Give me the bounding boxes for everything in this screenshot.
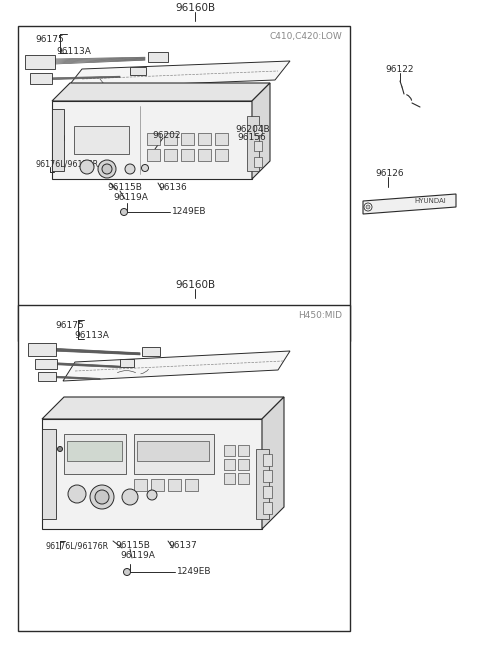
Polygon shape	[63, 351, 290, 381]
Bar	[181, 149, 194, 161]
Bar	[181, 133, 194, 145]
Text: 96137: 96137	[168, 540, 197, 550]
Text: H450:MID: H450:MID	[298, 311, 342, 320]
Bar	[263, 486, 272, 498]
Bar	[67, 441, 122, 461]
Bar	[30, 73, 52, 84]
Polygon shape	[67, 61, 290, 88]
Bar	[263, 470, 272, 482]
Polygon shape	[52, 83, 270, 101]
Bar	[130, 67, 146, 75]
Circle shape	[122, 489, 138, 505]
Bar	[256, 449, 269, 519]
Text: 96202: 96202	[152, 130, 180, 140]
Bar	[224, 445, 235, 456]
Text: 96113A: 96113A	[56, 47, 91, 55]
Bar	[164, 149, 177, 161]
Polygon shape	[262, 397, 284, 529]
Bar	[137, 441, 209, 461]
Bar	[198, 133, 211, 145]
Circle shape	[98, 160, 116, 178]
Text: 1249EB: 1249EB	[172, 208, 206, 217]
Polygon shape	[42, 419, 262, 529]
Bar	[18, 305, 350, 631]
Text: 96176L/96176R: 96176L/96176R	[45, 542, 108, 550]
Polygon shape	[42, 397, 284, 419]
Text: 96175: 96175	[55, 320, 84, 330]
Circle shape	[366, 205, 370, 209]
Bar	[38, 372, 56, 381]
Bar	[224, 459, 235, 470]
Text: 96126: 96126	[375, 169, 404, 177]
Text: 96176L/96176R: 96176L/96176R	[35, 159, 98, 169]
Bar	[134, 434, 214, 474]
Bar	[148, 52, 168, 62]
Circle shape	[102, 164, 112, 174]
Bar	[28, 343, 56, 356]
Circle shape	[364, 203, 372, 211]
Bar	[164, 133, 177, 145]
Text: C410,C420:LOW: C410,C420:LOW	[269, 32, 342, 41]
Bar	[215, 133, 228, 145]
Bar	[185, 479, 198, 491]
Circle shape	[68, 485, 86, 503]
Bar	[147, 149, 160, 161]
Circle shape	[95, 490, 109, 504]
Text: 96119A: 96119A	[113, 192, 148, 202]
Text: HYUNDAI: HYUNDAI	[414, 198, 446, 204]
Text: 96160B: 96160B	[175, 3, 215, 13]
Bar	[142, 347, 160, 356]
Bar	[134, 479, 147, 491]
Bar	[18, 26, 350, 341]
Circle shape	[90, 485, 114, 509]
Circle shape	[142, 165, 148, 171]
Bar	[151, 479, 164, 491]
Text: 96136: 96136	[158, 183, 187, 192]
Bar	[198, 149, 211, 161]
Bar	[263, 502, 272, 514]
Bar	[147, 133, 160, 145]
Bar	[263, 454, 272, 466]
Text: 96119A: 96119A	[120, 550, 155, 559]
Bar	[238, 445, 249, 456]
Polygon shape	[363, 194, 456, 214]
Circle shape	[58, 447, 62, 451]
Bar	[168, 479, 181, 491]
Circle shape	[123, 569, 131, 575]
Bar	[52, 109, 64, 171]
Bar	[64, 434, 126, 474]
Text: 1249EB: 1249EB	[177, 567, 212, 577]
Circle shape	[125, 164, 135, 174]
Polygon shape	[252, 83, 270, 179]
Bar	[238, 473, 249, 484]
Bar	[35, 359, 57, 369]
Text: 96160B: 96160B	[175, 280, 215, 290]
Bar	[25, 55, 55, 69]
Text: 96115B: 96115B	[115, 540, 150, 550]
Bar	[238, 459, 249, 470]
Text: 96113A: 96113A	[74, 331, 109, 341]
Bar	[215, 149, 228, 161]
Bar	[120, 359, 134, 367]
Text: 96115B: 96115B	[107, 183, 142, 192]
Polygon shape	[52, 101, 252, 179]
Circle shape	[147, 490, 157, 500]
Text: 96175: 96175	[35, 34, 64, 43]
Bar	[224, 473, 235, 484]
Circle shape	[120, 208, 128, 215]
Bar	[254, 141, 262, 151]
Bar	[42, 429, 56, 519]
Text: 96156: 96156	[237, 134, 266, 142]
Text: 96122: 96122	[385, 65, 413, 74]
Bar	[247, 116, 259, 171]
Circle shape	[80, 160, 94, 174]
Bar	[254, 157, 262, 167]
Bar	[254, 125, 262, 135]
Text: 96204B: 96204B	[235, 125, 270, 134]
Bar	[74, 126, 129, 154]
